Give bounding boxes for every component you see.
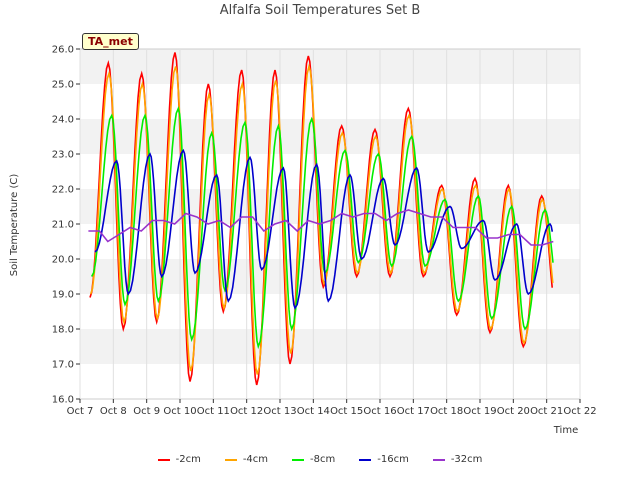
plot-band <box>80 84 580 119</box>
legend: -2cm -4cm -8cm -16cm -32cm <box>0 454 640 465</box>
legend-item: -32cm <box>432 454 483 465</box>
legend-item: -2cm <box>157 454 201 465</box>
y-tick-label: 17.0 <box>52 360 74 371</box>
plot-band <box>80 119 580 154</box>
x-tick-label: Oct 18 <box>430 406 463 417</box>
y-tick-label: 21.0 <box>52 220 74 231</box>
station-badge: TA_met <box>82 33 139 50</box>
x-tick-label: Oct 13 <box>263 406 296 417</box>
y-tick-label: 24.0 <box>52 115 74 126</box>
x-axis-label: Time <box>553 425 578 436</box>
legend-label: -16cm <box>377 454 409 465</box>
x-tick-label: Oct 20 <box>497 406 530 417</box>
grid-lines <box>79 49 581 399</box>
x-tick-label: Oct 11 <box>197 406 230 417</box>
legend-swatch <box>157 458 170 461</box>
y-tick-label: 22.0 <box>52 185 74 196</box>
plot-band <box>80 154 580 189</box>
y-tick-label: 23.0 <box>52 150 74 161</box>
x-tick-label: Oct 22 <box>563 406 596 417</box>
legend-item: -8cm <box>292 454 335 465</box>
series-lines <box>88 52 554 386</box>
x-axis-ticks: Oct 7 Oct 8 Oct 9 Oct 10 Oct 11 Oct 12 Oct 13 O… <box>67 399 597 417</box>
x-tick-label: Oct 15 <box>330 406 363 417</box>
series-line-m4cm <box>89 63 554 375</box>
x-tick-label: Oct 10 <box>163 406 196 417</box>
y-axis-ticks: 16.0 17.0 18.0 19.0 20.0 21.0 22.0 23.0 24.0 25.0… <box>52 45 80 406</box>
y-tick-label: 25.0 <box>52 80 74 91</box>
legend-item: -4cm <box>224 454 269 465</box>
series-line-m8cm <box>90 105 554 350</box>
y-tick-label: 19.0 <box>52 290 74 301</box>
series-line-m2cm <box>89 52 553 386</box>
y-tick-label: 26.0 <box>52 45 74 56</box>
plot-background <box>79 48 581 400</box>
legend-swatch <box>292 458 305 461</box>
series-line-m32cm <box>88 209 554 246</box>
x-tick-label: Oct 7 <box>67 406 94 417</box>
legend-label: -4cm <box>242 454 269 465</box>
x-tick-label: Oct 16 <box>363 406 396 417</box>
x-tick-label: Oct 12 <box>230 406 263 417</box>
x-tick-label: Oct 21 <box>530 406 563 417</box>
x-tick-label: Oct 19 <box>463 406 496 417</box>
x-tick-label: Oct 8 <box>100 406 127 417</box>
legend-label: -2cm <box>175 454 201 465</box>
legend-label: -8cm <box>310 454 336 465</box>
y-tick-label: 18.0 <box>52 325 74 336</box>
x-tick-label: Oct 17 <box>397 406 430 417</box>
plot-band <box>80 329 580 364</box>
x-tick-label: Oct 9 <box>133 406 160 417</box>
legend-swatch <box>224 458 237 461</box>
plot-band <box>80 49 580 84</box>
legend-label: -32cm <box>450 454 483 465</box>
legend-swatch <box>432 458 445 461</box>
y-axis-label: Soil Temperature (C) <box>9 174 20 277</box>
legend-swatch <box>359 458 372 461</box>
plot-band <box>80 189 580 224</box>
x-tick-label: Oct 14 <box>297 406 330 417</box>
chart-title: Alfalfa Soil Temperatures Set B <box>219 3 421 18</box>
y-tick-label: 20.0 <box>52 255 74 266</box>
y-tick-label: 16.0 <box>52 395 74 406</box>
legend-item: -16cm <box>359 454 409 465</box>
plot-band <box>80 364 580 399</box>
